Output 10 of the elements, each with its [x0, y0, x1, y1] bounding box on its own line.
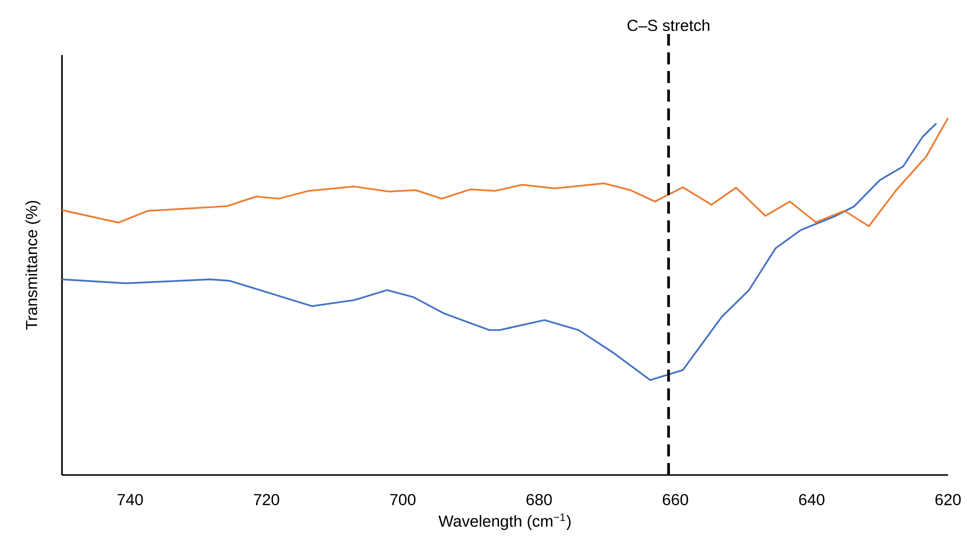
ref-line-label: C–S stretch: [628, 19, 710, 32]
x-axis-title: Wavelength (cm$^{−1}$): [438, 514, 571, 530]
x-tick-label: 640: [799, 494, 824, 506]
x-tick-label: 740: [118, 494, 143, 506]
y-axis-title: Transmittance (%): [25, 200, 40, 330]
x-tick-label: 720: [254, 494, 280, 506]
x-tick-label: 620: [935, 494, 961, 506]
x-tick-label: 700: [390, 494, 416, 506]
x-tick-label: 680: [526, 494, 552, 506]
x-tick-label: 660: [662, 494, 688, 506]
